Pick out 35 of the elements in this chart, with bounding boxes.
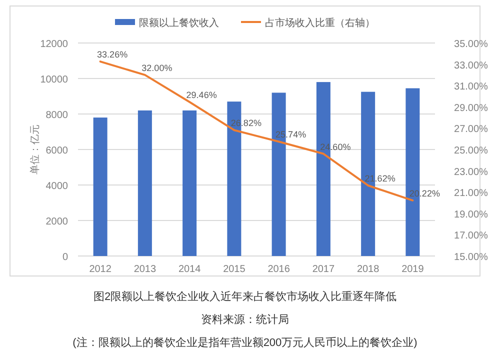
ytick: 8000 <box>46 110 68 121</box>
xtick: 2015 <box>223 264 246 275</box>
xtick: 2018 <box>356 264 380 275</box>
y2tick: 15.00% <box>454 252 488 263</box>
y2tick: 35.00% <box>454 39 488 50</box>
y2tick: 23.00% <box>454 166 488 178</box>
y2tick: 31.00% <box>454 82 488 93</box>
xtick: 2014 <box>178 264 201 275</box>
data-label: 29.46% <box>186 90 217 100</box>
xtick: 2013 <box>134 264 156 275</box>
ytick: 6000 <box>46 146 68 156</box>
ytick: 12000 <box>40 39 68 50</box>
y2tick: 25.00% <box>454 146 488 156</box>
xtick: 2017 <box>312 264 335 275</box>
data-label: 33.26% <box>97 50 128 60</box>
data-label: 32.00% <box>142 62 172 73</box>
ylabel: 单位：亿元 <box>30 124 41 174</box>
y2tick: 19.00% <box>454 209 488 220</box>
xtick: 2019 <box>402 264 424 275</box>
y2tick: 27.00% <box>454 124 488 136</box>
annotation: 图2限额以上餐饮企业收入近年来占餐饮市场收入比重逐年降低 <box>93 291 397 303</box>
ytick: 0 <box>62 252 68 263</box>
legend-label: 限额以上餐饮收入 <box>139 18 219 29</box>
legend-label: 占市场收入比重（右轴） <box>265 18 375 29</box>
y2tick: 33.00% <box>454 60 488 72</box>
ytick: 2000 <box>46 216 68 228</box>
annotation: (注：限额以上的餐饮企业是指年营业额200万元人民币以上的餐饮企业) <box>72 337 418 349</box>
ytick: 10000 <box>40 74 68 86</box>
y2tick: 21.00% <box>454 188 488 200</box>
annotation: 资料来源：统计局 <box>201 314 289 326</box>
ytick: 4000 <box>46 181 68 192</box>
xtick: 2016 <box>268 264 290 275</box>
xtick: 2012 <box>89 264 112 275</box>
y2tick: 17.00% <box>454 230 488 242</box>
y2tick: 29.00% <box>454 102 488 114</box>
